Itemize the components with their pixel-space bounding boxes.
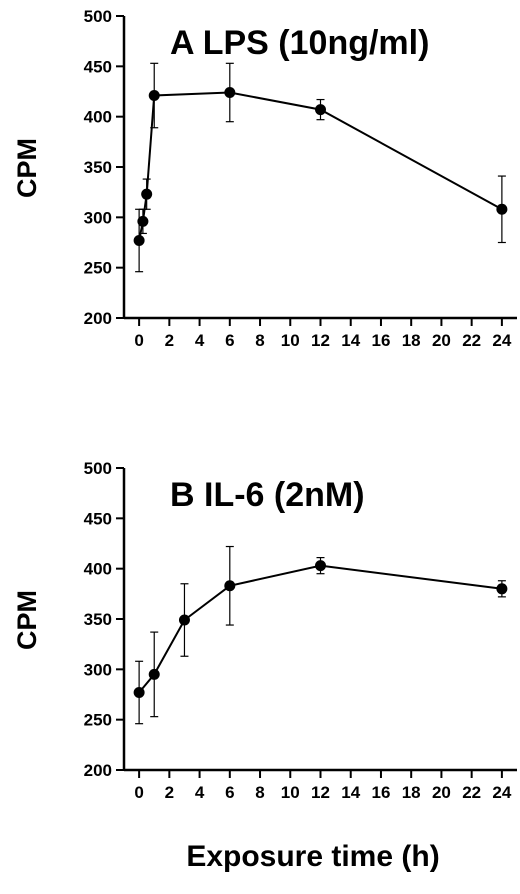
y-tick-label: 500: [84, 459, 112, 478]
x-tick-label: 16: [372, 783, 391, 802]
x-tick-label: 20: [432, 331, 451, 350]
y-tick-label: 500: [84, 7, 112, 26]
data-point: [178, 614, 190, 626]
x-tick-label: 22: [462, 331, 481, 350]
x-tick-label: 14: [341, 331, 360, 350]
data-point: [141, 188, 153, 200]
x-tick-label: 24: [492, 331, 511, 350]
y-tick-label: 350: [84, 610, 112, 629]
y-tick-label: 200: [84, 309, 112, 328]
y-tick-label: 400: [84, 108, 112, 127]
data-point: [133, 234, 145, 246]
data-point: [315, 104, 326, 116]
data-point: [148, 90, 160, 102]
x-tick-label: 8: [255, 331, 264, 350]
x-tick-label: 2: [165, 783, 174, 802]
x-tick-label: 10: [281, 783, 300, 802]
x-tick-label: 2: [165, 331, 174, 350]
y-tick-label: 300: [84, 660, 112, 679]
x-tick-label: 10: [281, 331, 300, 350]
x-tick-label: 8: [255, 783, 264, 802]
x-tick-label: 20: [432, 783, 451, 802]
y-tick-label: 450: [84, 509, 112, 528]
x-tick-label: 16: [372, 331, 391, 350]
x-tick-label: 0: [134, 331, 143, 350]
y-tick-label: 200: [84, 761, 112, 780]
x-tick-label: 22: [462, 783, 481, 802]
y-axis-title: CPM: [12, 138, 42, 198]
y-tick-label: 250: [84, 711, 112, 730]
x-tick-label: 4: [195, 783, 205, 802]
x-tick-label: 6: [225, 783, 234, 802]
y-tick-label: 350: [84, 158, 112, 177]
x-tick-label: 18: [402, 783, 421, 802]
y-tick-label: 400: [84, 560, 112, 579]
x-tick-label: 12: [311, 783, 330, 802]
data-point: [224, 87, 236, 99]
data-point: [133, 686, 145, 698]
y-axis-title: CPM: [12, 590, 42, 650]
data-point: [496, 203, 508, 215]
y-tick-label: 450: [84, 57, 112, 76]
data-point: [224, 580, 236, 592]
x-tick-label: 12: [311, 331, 330, 350]
data-point: [137, 215, 149, 227]
data-point: [148, 668, 160, 680]
x-tick-label: 4: [195, 331, 205, 350]
x-axis-title: Exposure time (h): [186, 840, 439, 873]
x-tick-label: 6: [225, 331, 234, 350]
chart-title: B IL-6 (2nM): [170, 476, 365, 514]
x-tick-label: 0: [134, 783, 143, 802]
chart-title: A LPS (10ng/ml): [170, 24, 429, 62]
data-point: [496, 583, 508, 595]
series-line: [138, 564, 503, 694]
y-tick-label: 300: [84, 208, 112, 227]
x-tick-label: 14: [341, 783, 360, 802]
y-tick-label: 250: [84, 259, 112, 278]
x-tick-label: 18: [402, 331, 421, 350]
data-point: [315, 560, 326, 572]
x-tick-label: 24: [492, 783, 511, 802]
